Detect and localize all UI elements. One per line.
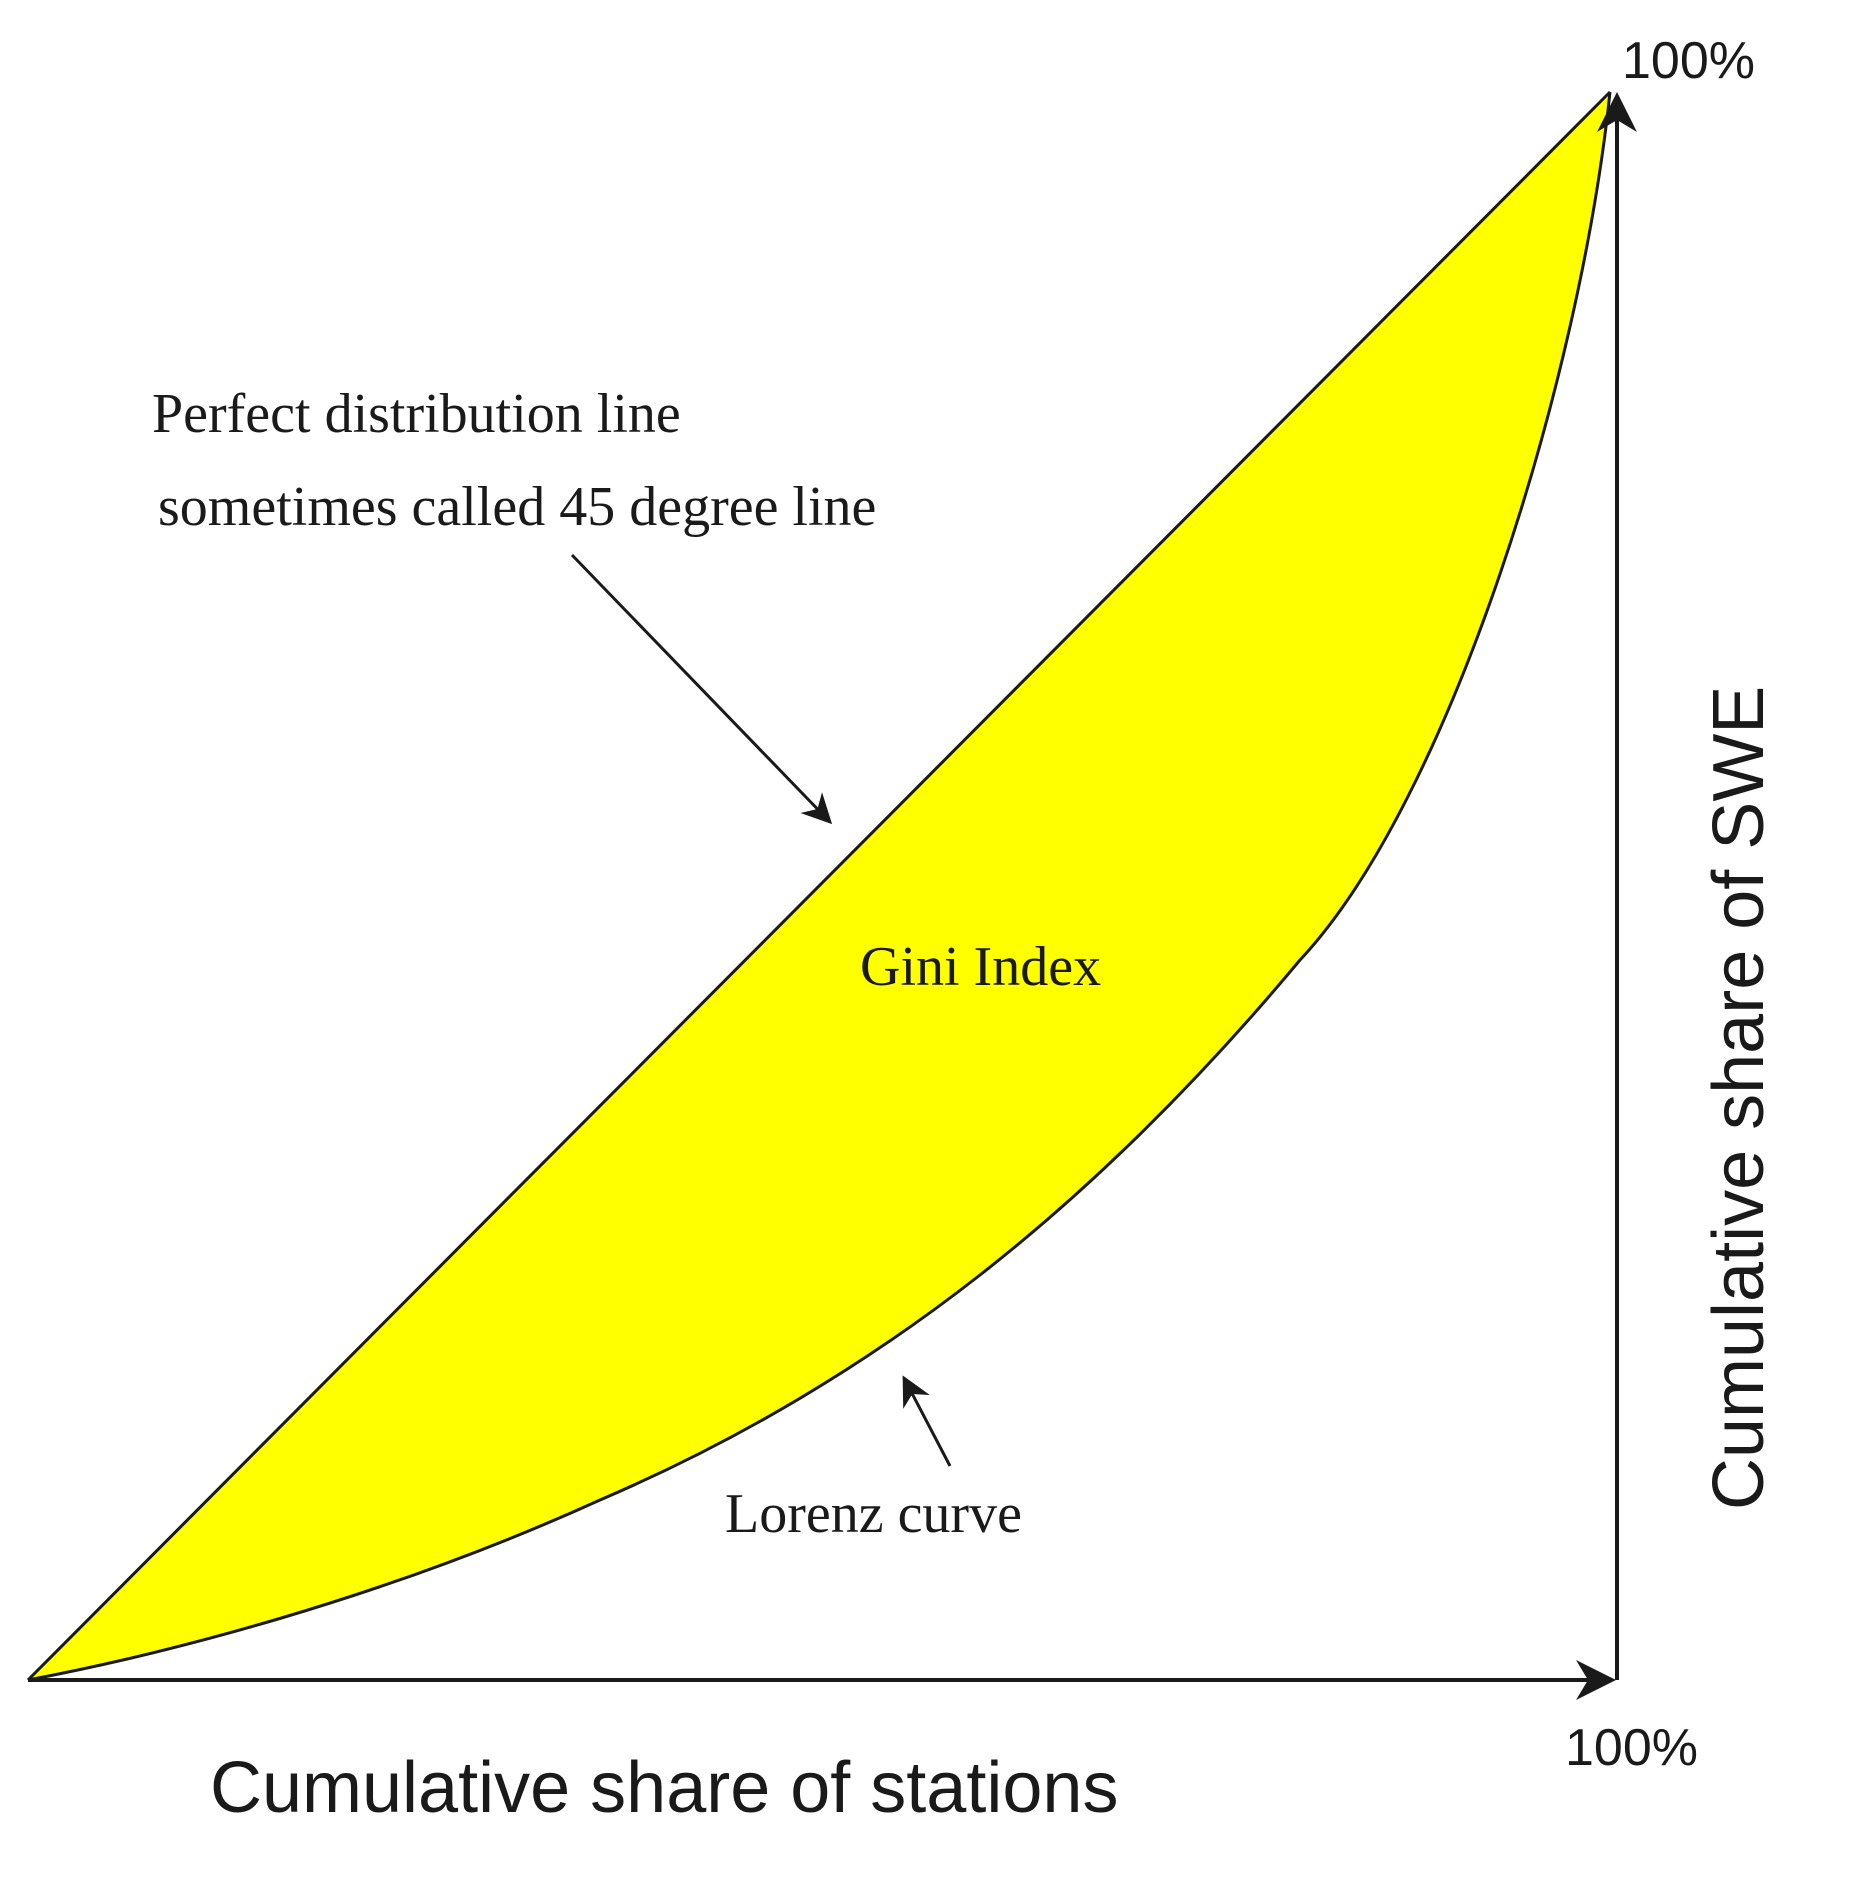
x-max-label: 100% [1565,1719,1698,1777]
perfect-line-pointer-arrow [570,553,833,825]
lorenz-curve-label: Lorenz curve [725,1483,1022,1545]
perfect-line-label-2: sometimes called 45 degree line [158,476,876,538]
perfect-distribution-line [26,90,1612,1682]
lorenz-curve [27,91,1612,1682]
gini-index-label: Gini Index [860,936,1101,998]
perfect-line-label-1: Perfect distribution line [152,383,681,445]
lorenz-curve-pointer-arrow [902,1375,952,1467]
x-axis-label: Cumulative share of stations [210,1748,1118,1828]
y-axis-label: Cumulative share of SWE [1699,686,1779,1510]
y-max-label: 100% [1622,32,1755,90]
